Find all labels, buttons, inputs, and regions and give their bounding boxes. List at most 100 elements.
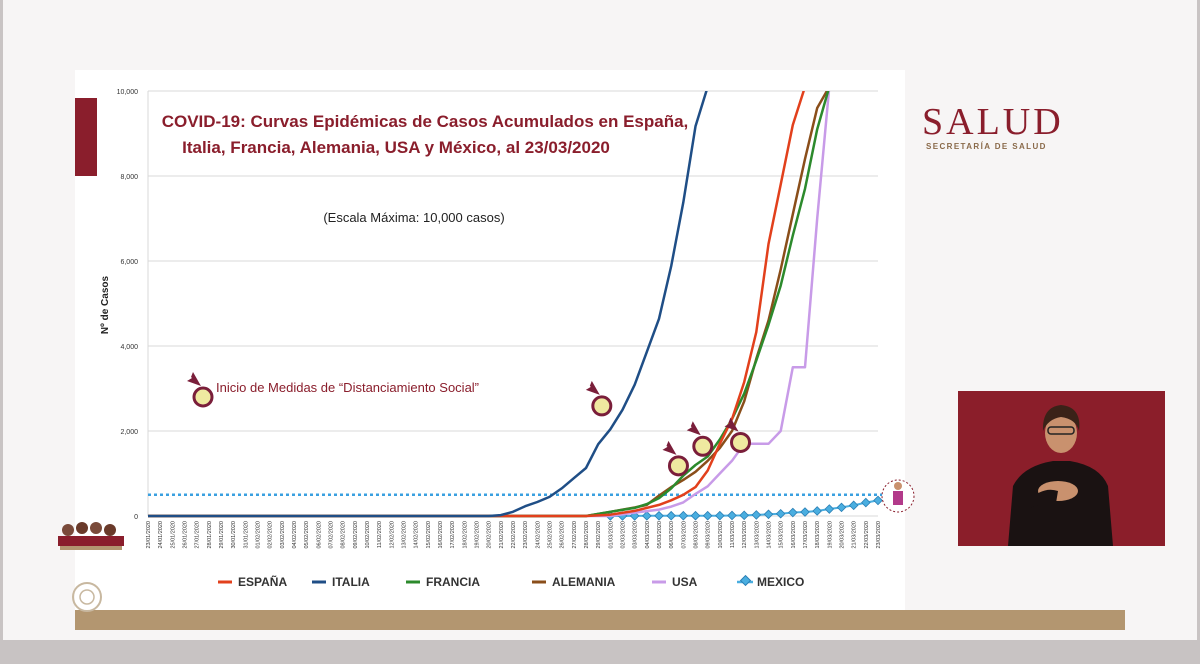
mexico-point bbox=[800, 507, 810, 517]
x-tick-label: 27/02/2020 bbox=[572, 521, 578, 549]
x-tick-label: 19/02/2020 bbox=[475, 521, 481, 549]
mexico-point bbox=[812, 506, 822, 516]
x-tick-label: 21/03/2020 bbox=[852, 521, 858, 549]
x-tick-label: 10/02/2020 bbox=[365, 521, 371, 549]
x-tick-label: 28/02/2020 bbox=[584, 521, 590, 549]
x-tick-label: 02/02/2020 bbox=[268, 521, 274, 549]
x-tick-label: 20/03/2020 bbox=[840, 521, 846, 549]
x-tick-label: 04/02/2020 bbox=[292, 521, 298, 549]
y-tick-label: 4,000 bbox=[120, 344, 138, 351]
distancing-marker-usa-ring bbox=[730, 431, 752, 453]
x-tick-label: 23/01/2020 bbox=[146, 521, 152, 549]
mexico-icon-head bbox=[894, 482, 902, 490]
series-line-francia bbox=[148, 91, 830, 518]
x-tick-label: 12/03/2020 bbox=[742, 521, 748, 549]
annotation-marker-arrow bbox=[181, 367, 201, 386]
distancing-marker-francia-arrow bbox=[656, 435, 677, 455]
mexico-point bbox=[715, 510, 725, 521]
slide-background bbox=[75, 70, 905, 630]
x-tick-label: 24/02/2020 bbox=[535, 521, 541, 549]
x-tick-label: 21/02/2020 bbox=[499, 521, 505, 549]
distancing-marker-italia-ring bbox=[591, 395, 613, 417]
x-tick-label: 02/03/2020 bbox=[621, 521, 627, 549]
x-tick-label: 14/03/2020 bbox=[767, 521, 773, 549]
mexico-point bbox=[690, 510, 701, 521]
x-tick-label: 04/03/2020 bbox=[645, 521, 651, 549]
x-tick-label: 13/03/2020 bbox=[754, 521, 760, 549]
mexico-point bbox=[775, 508, 786, 519]
x-tick-label: 17/02/2020 bbox=[450, 521, 456, 549]
mexico-point bbox=[848, 500, 859, 511]
x-tick-label: 29/01/2020 bbox=[219, 521, 225, 549]
legend-label: ITALIA bbox=[332, 575, 370, 589]
x-tick-label: 07/02/2020 bbox=[329, 521, 335, 549]
x-tick-label: 11/03/2020 bbox=[730, 521, 736, 548]
slide-accent-tab bbox=[75, 98, 97, 176]
x-tick-label: 24/01/2020 bbox=[158, 521, 164, 549]
x-tick-label: 15/03/2020 bbox=[779, 521, 785, 549]
x-tick-label: 10/03/2020 bbox=[718, 521, 724, 549]
x-tick-label: 26/02/2020 bbox=[560, 521, 566, 549]
mexico-point bbox=[666, 510, 676, 521]
legend-swatch-marker bbox=[739, 574, 752, 587]
x-tick-label: 19/03/2020 bbox=[827, 521, 833, 549]
x-tick-label: 05/03/2020 bbox=[657, 521, 663, 549]
x-tick-label: 17/03/2020 bbox=[803, 521, 809, 549]
legend-label: MEXICO bbox=[757, 575, 804, 589]
historic-figures-seal bbox=[58, 522, 124, 550]
y-tick-label: 6,000 bbox=[120, 259, 138, 266]
x-tick-label: 28/01/2020 bbox=[207, 521, 213, 549]
x-tick-label: 01/03/2020 bbox=[608, 521, 614, 549]
y-tick-label: 10,000 bbox=[117, 89, 139, 96]
x-tick-label: 23/03/2020 bbox=[876, 521, 882, 549]
y-axis-label: Nº de Casos bbox=[100, 276, 111, 335]
chart-subtitle: (Escala Máxima: 10,000 casos) bbox=[323, 210, 504, 225]
x-tick-label: 08/02/2020 bbox=[341, 521, 347, 549]
mexico-end-icon bbox=[881, 479, 915, 513]
chart-title-line1: COVID-19: Curvas Epidémicas de Casos Acu… bbox=[162, 112, 689, 131]
distancing-marker-usa-arrow bbox=[718, 412, 739, 432]
annotation-marker-ring bbox=[192, 386, 214, 408]
mexico-point bbox=[678, 510, 689, 521]
x-tick-label: 20/02/2020 bbox=[487, 521, 493, 549]
x-tick-label: 16/03/2020 bbox=[791, 521, 797, 549]
mexico-point bbox=[824, 504, 835, 514]
series-line-usa bbox=[148, 91, 831, 518]
brand-subtitle: SECRETARÍA DE SALUD bbox=[926, 142, 1047, 151]
mexico-point bbox=[788, 507, 798, 518]
annotation-text: Inicio de Medidas de “Distanciamiento So… bbox=[216, 380, 479, 395]
y-tick-label: 0 bbox=[134, 514, 138, 521]
mexico-point bbox=[654, 510, 664, 521]
x-tick-label: 06/02/2020 bbox=[316, 521, 322, 549]
distancing-marker-italia-arrow bbox=[579, 375, 600, 395]
sign-language-interpreter-video bbox=[958, 391, 1165, 546]
legend-label: FRANCIA bbox=[426, 575, 480, 589]
x-tick-label: 13/02/2020 bbox=[402, 521, 408, 549]
mexico-point bbox=[739, 510, 749, 521]
x-tick-label: 22/02/2020 bbox=[511, 521, 517, 549]
x-tick-label: 09/02/2020 bbox=[353, 521, 359, 549]
x-tick-label: 22/03/2020 bbox=[864, 521, 870, 549]
x-tick-label: 12/02/2020 bbox=[389, 521, 395, 549]
x-tick-label: 05/02/2020 bbox=[304, 521, 310, 549]
mexico-point bbox=[727, 510, 737, 521]
x-tick-label: 18/02/2020 bbox=[462, 521, 468, 549]
x-tick-label: 31/01/2020 bbox=[243, 521, 249, 549]
mexico-point bbox=[836, 502, 847, 513]
chart-title-line2: Italia, Francia, Alemania, USA y México,… bbox=[182, 138, 610, 157]
x-tick-label: 15/02/2020 bbox=[426, 521, 432, 549]
distancing-marker-espana-ring bbox=[692, 435, 714, 457]
series-line-italia bbox=[148, 91, 708, 518]
bottom-strip bbox=[0, 640, 1200, 664]
government-emblem bbox=[72, 582, 102, 612]
legend-label: USA bbox=[672, 575, 698, 589]
x-tick-label: 14/02/2020 bbox=[414, 521, 420, 549]
series-line-espana bbox=[148, 91, 805, 518]
legend-label: ESPAÑA bbox=[238, 574, 287, 589]
mexico-point bbox=[702, 510, 713, 521]
x-tick-label: 03/02/2020 bbox=[280, 521, 286, 549]
mexico-icon-body bbox=[893, 491, 903, 505]
x-tick-label: 29/02/2020 bbox=[596, 521, 602, 549]
x-tick-label: 25/02/2020 bbox=[548, 521, 554, 549]
